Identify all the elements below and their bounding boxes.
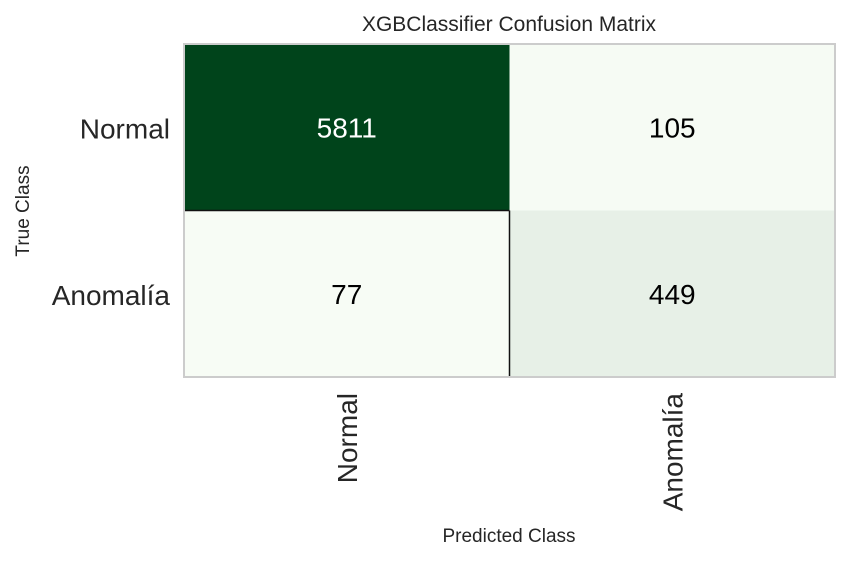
x-axis-label: Predicted Class xyxy=(442,526,575,547)
cell-label-0-1: 105 xyxy=(649,112,696,143)
y-tick-label-1: Anomalía xyxy=(52,280,171,311)
cell-0-0 xyxy=(184,44,510,211)
plot-frame xyxy=(183,43,836,378)
y-axis-label: True Class xyxy=(13,165,34,256)
cell-0-1 xyxy=(509,44,835,211)
matrix-cells xyxy=(184,44,835,377)
y-tick-label-0: Normal xyxy=(80,113,170,144)
cell-1-1 xyxy=(509,210,835,377)
x-tick-labels: Normal Anomalía xyxy=(332,393,689,512)
y-tick-labels: Normal Anomalía xyxy=(52,113,171,311)
x-tick-label-1: Anomalía xyxy=(657,393,688,512)
matrix-cell-labels: 5811 105 77 449 xyxy=(317,112,696,310)
cell-label-1-0: 77 xyxy=(331,279,362,310)
cell-label-0-0: 5811 xyxy=(317,112,377,143)
x-tick-label-0: Normal xyxy=(332,393,363,483)
chart-title: XGBClassifier Confusion Matrix xyxy=(362,13,657,36)
cell-1-0 xyxy=(184,210,510,377)
cell-label-1-1: 449 xyxy=(649,279,696,310)
